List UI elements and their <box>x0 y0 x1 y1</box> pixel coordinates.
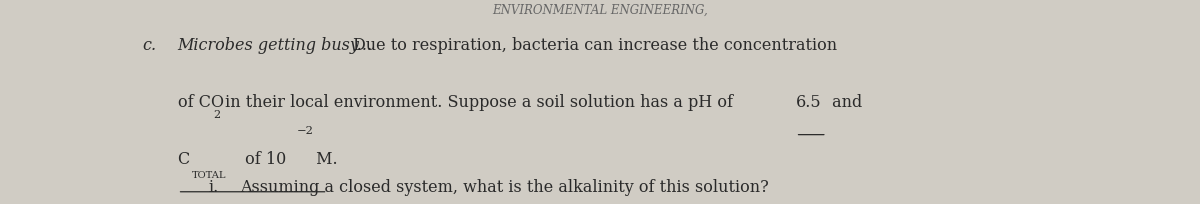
Text: and: and <box>827 94 862 111</box>
Text: of CO: of CO <box>178 94 223 111</box>
Text: Assuming a closed system, what is the alkalinity of this solution?: Assuming a closed system, what is the al… <box>240 179 769 196</box>
Text: Due to respiration, bacteria can increase the concentration: Due to respiration, bacteria can increas… <box>353 37 836 54</box>
Text: TOTAL: TOTAL <box>192 171 226 180</box>
Text: C: C <box>178 151 190 168</box>
Text: 2: 2 <box>214 110 220 120</box>
Text: M.: M. <box>311 151 337 168</box>
Text: −2: −2 <box>296 126 313 136</box>
Text: in their local environment. Suppose a soil solution has a pH of: in their local environment. Suppose a so… <box>221 94 738 111</box>
Text: 6.5: 6.5 <box>796 94 821 111</box>
Text: Microbes getting busy...: Microbes getting busy... <box>178 37 373 54</box>
Text: ENVIRONMENTAL ENGINEERING,: ENVIRONMENTAL ENGINEERING, <box>492 4 708 17</box>
Text: i.: i. <box>208 179 218 196</box>
Text: of 10: of 10 <box>240 151 287 168</box>
Text: c.: c. <box>142 37 156 54</box>
